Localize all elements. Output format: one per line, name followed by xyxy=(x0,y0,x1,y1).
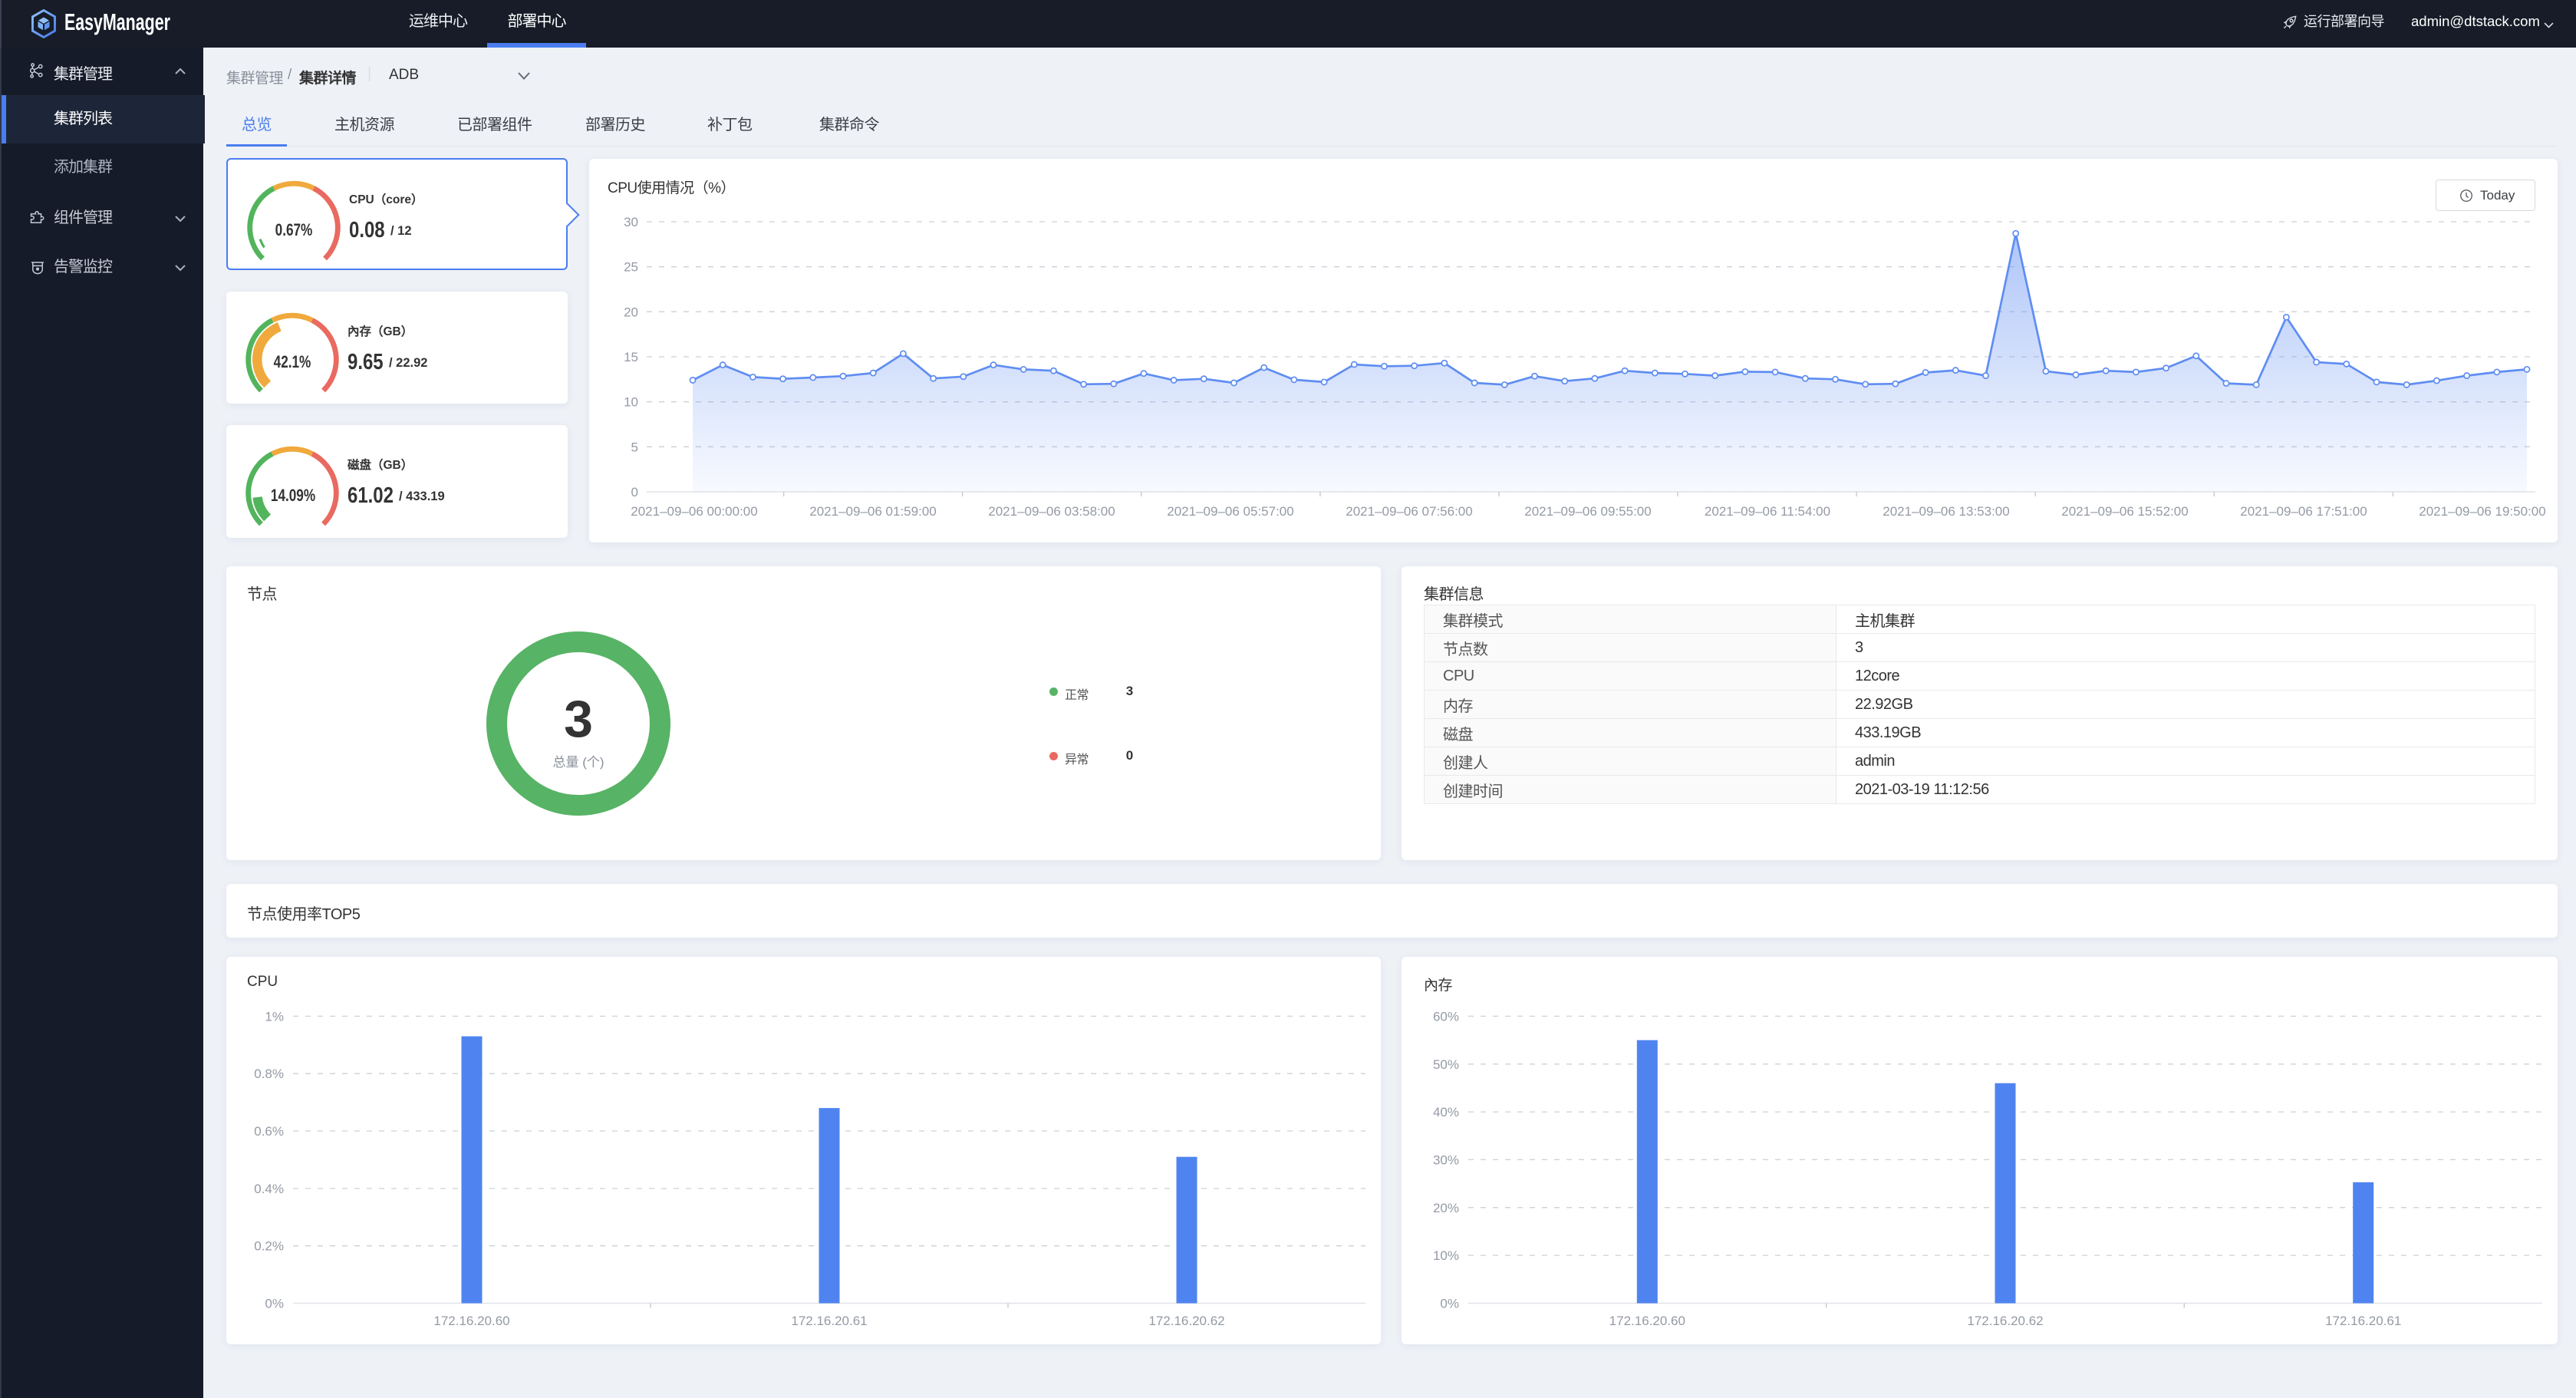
svg-text:172.16.20.60: 172.16.20.60 xyxy=(1609,1314,1685,1328)
svg-text:0.2%: 0.2% xyxy=(254,1239,284,1254)
svg-text:60%: 60% xyxy=(1433,1009,1459,1024)
svg-text:20%: 20% xyxy=(1433,1201,1459,1215)
svg-text:172.16.20.61: 172.16.20.61 xyxy=(2325,1314,2401,1328)
svg-text:50%: 50% xyxy=(1433,1057,1459,1072)
svg-text:2021–09–06 01:59:00: 2021–09–06 01:59:00 xyxy=(809,504,936,519)
svg-text:0%: 0% xyxy=(265,1297,284,1311)
svg-text:1%: 1% xyxy=(265,1009,284,1024)
svg-text:2021–09–06 03:58:00: 2021–09–06 03:58:00 xyxy=(988,504,1115,519)
svg-text:0%: 0% xyxy=(1440,1297,1459,1311)
svg-text:2021–09–06 15:52:00: 2021–09–06 15:52:00 xyxy=(2061,504,2188,519)
svg-text:0.6%: 0.6% xyxy=(254,1124,284,1139)
svg-text:20: 20 xyxy=(624,305,638,319)
svg-text:0.8%: 0.8% xyxy=(254,1067,284,1081)
svg-text:2021–09–06 00:00:00: 2021–09–06 00:00:00 xyxy=(631,504,757,519)
svg-text:172.16.20.62: 172.16.20.62 xyxy=(1148,1314,1224,1328)
svg-text:5: 5 xyxy=(631,440,638,454)
svg-text:172.16.20.60: 172.16.20.60 xyxy=(433,1314,509,1328)
svg-text:2021–09–06 13:53:00: 2021–09–06 13:53:00 xyxy=(1883,504,2009,519)
svg-text:2021–09–06 11:54:00: 2021–09–06 11:54:00 xyxy=(1705,504,1830,519)
svg-text:172.16.20.62: 172.16.20.62 xyxy=(1967,1314,2043,1328)
svg-text:2021–09–06 05:57:00: 2021–09–06 05:57:00 xyxy=(1167,504,1293,519)
svg-text:172.16.20.61: 172.16.20.61 xyxy=(791,1314,867,1328)
svg-text:30: 30 xyxy=(624,215,638,229)
svg-text:0.4%: 0.4% xyxy=(254,1182,284,1196)
svg-text:10%: 10% xyxy=(1433,1248,1459,1263)
svg-text:0: 0 xyxy=(631,485,638,500)
svg-text:40%: 40% xyxy=(1433,1105,1459,1119)
svg-text:2021–09–06 07:56:00: 2021–09–06 07:56:00 xyxy=(1346,504,1472,519)
svg-text:15: 15 xyxy=(624,350,638,364)
svg-text:10: 10 xyxy=(624,395,638,410)
svg-text:30%: 30% xyxy=(1433,1152,1459,1167)
svg-text:2021–09–06 19:50:00: 2021–09–06 19:50:00 xyxy=(2419,504,2545,519)
svg-text:25: 25 xyxy=(624,260,638,275)
svg-text:2021–09–06 17:51:00: 2021–09–06 17:51:00 xyxy=(2240,504,2367,519)
svg-text:2021–09–06 09:55:00: 2021–09–06 09:55:00 xyxy=(1524,504,1651,519)
